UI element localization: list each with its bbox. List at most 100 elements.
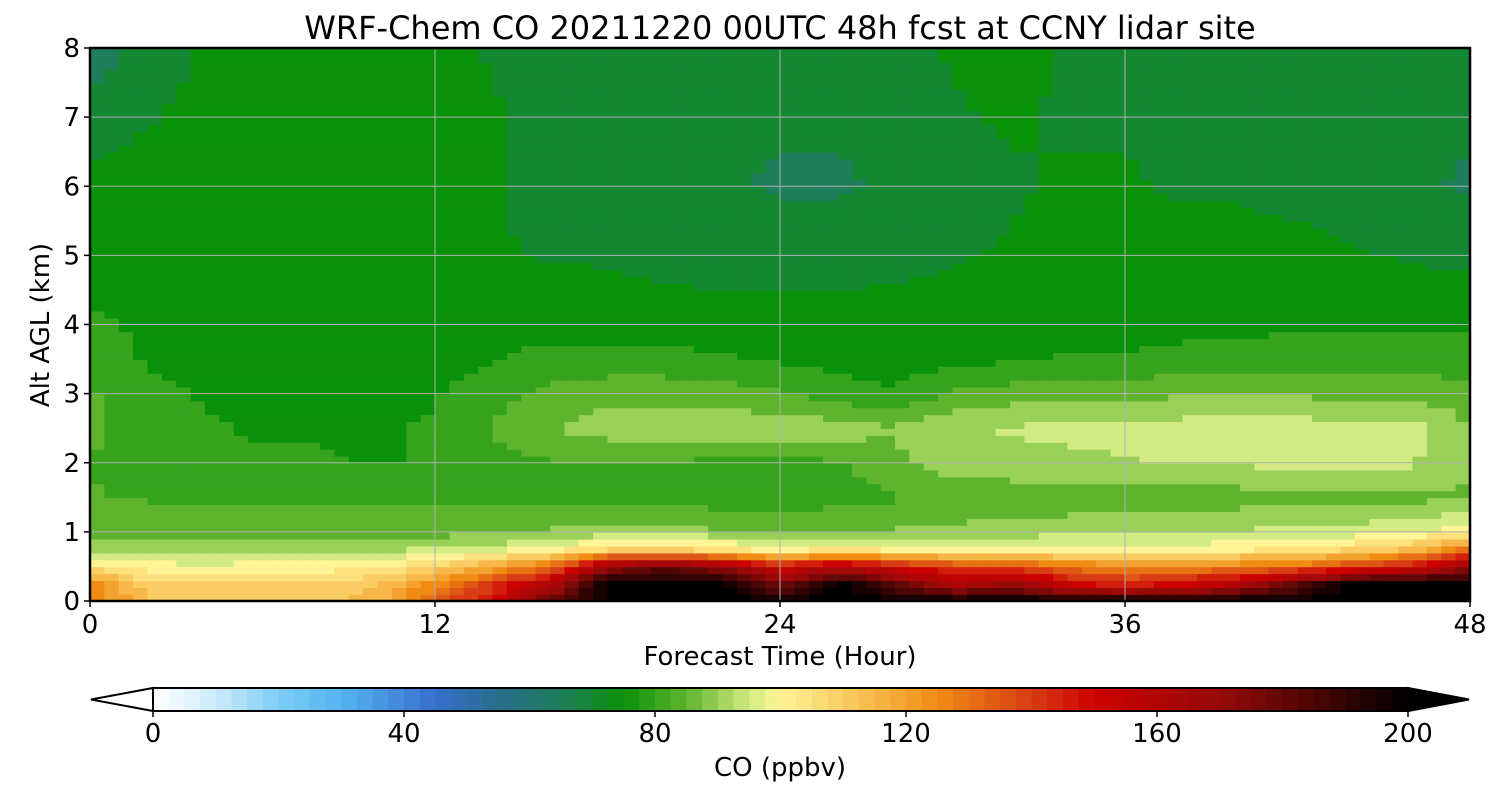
heatmap-cell: [104, 359, 120, 367]
heatmap-cell: [1211, 379, 1227, 388]
heatmap-cell: [1096, 573, 1112, 582]
heatmap-cell: [1297, 476, 1313, 485]
heatmap-cell: [1426, 255, 1443, 264]
heatmap-cell: [391, 428, 408, 436]
heatmap-cell: [1369, 289, 1385, 298]
heatmap-cell: [133, 435, 149, 443]
heatmap-cell: [578, 359, 594, 367]
heatmap-cell: [1139, 400, 1155, 409]
heatmap-cell: [866, 296, 882, 305]
heatmap-cell: [1283, 310, 1299, 319]
heatmap-cell: [1153, 407, 1169, 416]
heatmap-cell: [435, 296, 451, 305]
heatmap-cell: [708, 262, 724, 270]
heatmap-cell: [118, 393, 134, 402]
heatmap-cell: [1168, 476, 1184, 485]
heatmap-cell: [1182, 303, 1198, 312]
heatmap-cell: [1196, 538, 1213, 547]
heatmap-cell: [808, 435, 824, 443]
heatmap-cell: [391, 324, 408, 333]
heatmap-cell: [1240, 421, 1256, 429]
heatmap-cell: [851, 573, 868, 582]
heatmap-cell: [621, 352, 638, 360]
heatmap-cell: [923, 462, 939, 471]
heatmap-cell: [391, 393, 408, 402]
heatmap-cell: [1254, 407, 1270, 416]
heatmap-cell: [535, 580, 551, 588]
heatmap-cell: [435, 352, 451, 360]
heatmap-cell: [981, 400, 997, 409]
heatmap-cell: [348, 241, 364, 250]
heatmap-cell: [966, 573, 983, 582]
heatmap-cell: [1426, 511, 1443, 519]
heatmap-cell: [506, 559, 523, 568]
heatmap-cell: [550, 331, 566, 340]
heatmap-cell: [305, 303, 321, 312]
heatmap-cell: [449, 455, 465, 464]
heatmap-cell: [1053, 276, 1069, 284]
heatmap-cell: [133, 386, 149, 395]
heatmap-cell: [1225, 428, 1241, 436]
heatmap-cell: [1297, 241, 1313, 250]
heatmap-cell: [1441, 428, 1457, 436]
heatmap-cell: [981, 531, 997, 540]
heatmap-cell: [161, 573, 178, 582]
heatmap-cell: [1024, 241, 1040, 250]
heatmap-cell: [1326, 338, 1342, 347]
heatmap-cell: [1225, 262, 1241, 270]
heatmap-cell: [1369, 269, 1385, 277]
heatmap-cell: [578, 524, 594, 533]
heatmap-cell: [133, 269, 149, 277]
heatmap-cell: [1311, 283, 1328, 291]
heatmap-cell: [1383, 414, 1399, 423]
heatmap-cell: [1283, 580, 1299, 588]
heatmap-cell: [233, 524, 249, 533]
heatmap-cell: [621, 587, 638, 595]
heatmap-cell: [880, 296, 896, 305]
heatmap-cell: [406, 462, 422, 471]
heatmap-cell: [564, 345, 580, 353]
heatmap-cell: [1355, 303, 1371, 312]
heatmap-cell: [449, 573, 465, 582]
heatmap-cell: [176, 414, 192, 423]
heatmap-cell: [665, 379, 681, 388]
heatmap-cell: [765, 324, 781, 333]
heatmap-cell: [276, 400, 293, 409]
heatmap-cell: [420, 462, 436, 471]
heatmap-cell: [391, 303, 408, 312]
heatmap-cell: [578, 580, 594, 588]
heatmap-cell: [636, 400, 652, 409]
heatmap-cell: [363, 594, 379, 601]
heatmap-cell: [190, 545, 206, 554]
heatmap-cell: [895, 587, 911, 595]
heatmap-cell: [420, 283, 436, 291]
heatmap-cell: [981, 365, 997, 374]
heatmap-cell: [1182, 407, 1198, 416]
heatmap-cell: [938, 545, 954, 554]
heatmap-cell: [1398, 255, 1414, 264]
heatmap-cell: [866, 448, 882, 457]
heatmap-cell: [1355, 269, 1371, 277]
heatmap-cell: [391, 497, 408, 506]
heatmap-cell: [1182, 545, 1198, 554]
heatmap-cell: [506, 435, 523, 443]
heatmap-cell: [593, 407, 609, 416]
heatmap-cell: [550, 241, 566, 250]
heatmap-cell: [1426, 538, 1443, 547]
heatmap-cell: [550, 566, 566, 575]
heatmap-cell: [794, 573, 810, 582]
heatmap-cell: [1340, 476, 1356, 485]
heatmap-cell: [90, 442, 106, 450]
heatmap-cell: [837, 276, 853, 284]
heatmap-cell: [176, 490, 192, 499]
heatmap-cell: [1024, 497, 1040, 506]
heatmap-cell: [478, 566, 494, 575]
heatmap-cell: [1254, 289, 1270, 298]
heatmap-cell: [923, 317, 939, 326]
heatmap-cell: [1297, 462, 1313, 471]
heatmap-cell: [636, 442, 652, 450]
heatmap-cell: [1125, 455, 1141, 464]
heatmap-cell: [334, 331, 350, 340]
heatmap-cell: [435, 573, 451, 582]
heatmap-cell: [593, 262, 609, 270]
